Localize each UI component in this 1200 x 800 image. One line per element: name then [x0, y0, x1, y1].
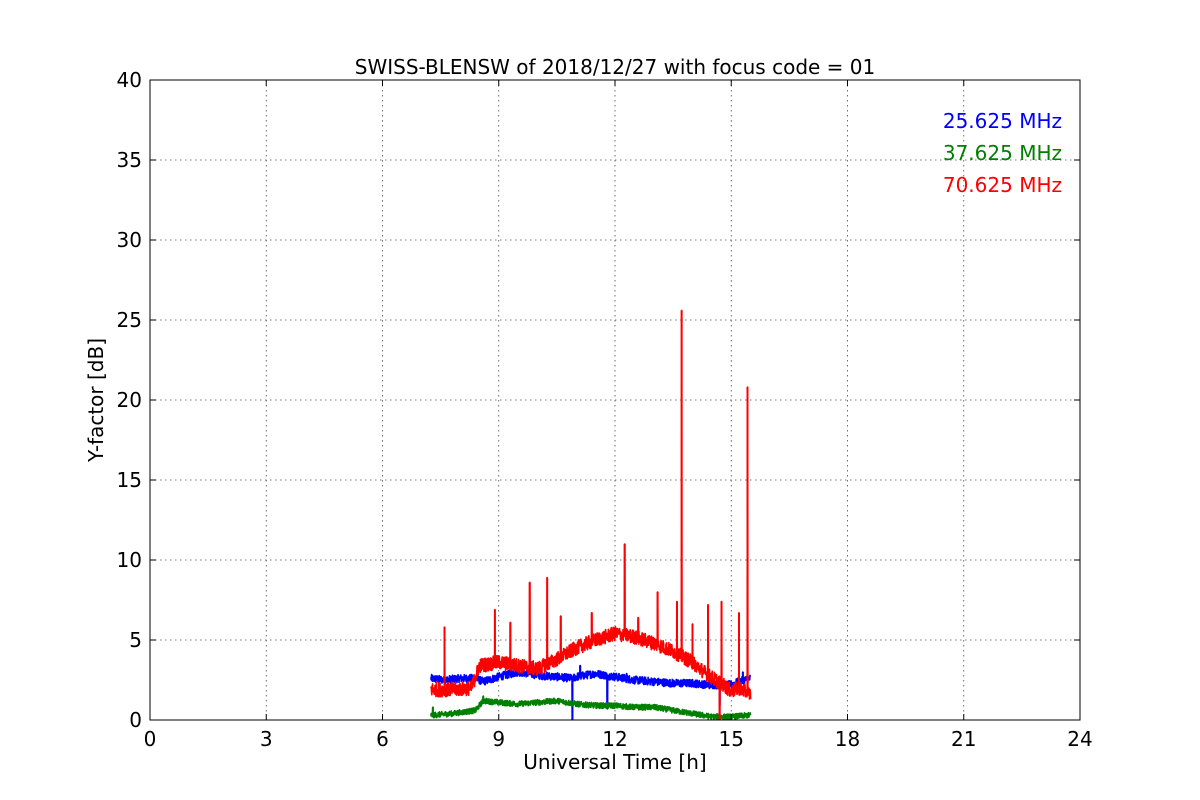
y-tick-label: 30: [117, 228, 142, 252]
x-tick-label: 21: [951, 727, 976, 751]
x-axis-label: Universal Time [h]: [523, 750, 706, 774]
y-tick-label: 5: [129, 628, 142, 652]
series-line: [430, 309, 752, 720]
x-tick-label: 18: [835, 727, 860, 751]
legend-entry: 37.625 MHz: [943, 141, 1062, 165]
y-tick-label: 0: [129, 708, 142, 732]
y-tick-label: 40: [117, 68, 142, 92]
legend: 25.625 MHz 37.625 MHz 70.625 MHz: [943, 109, 1062, 197]
x-tick-label: 12: [602, 727, 627, 751]
x-tick-label: 3: [260, 727, 273, 751]
series-70-625-mhz: [430, 309, 752, 720]
x-tick-label: 24: [1067, 727, 1092, 751]
plot-area: [430, 309, 752, 720]
x-tick-label: 0: [144, 727, 157, 751]
series-37-625-mhz: [430, 695, 752, 720]
legend-entry: 25.625 MHz: [943, 109, 1062, 133]
x-tick-label: 15: [719, 727, 744, 751]
chart-title: SWISS-BLENSW of 2018/12/27 with focus co…: [355, 55, 876, 79]
y-tick-label: 25: [117, 308, 142, 332]
ticks: [149, 79, 1081, 721]
series-line: [430, 695, 752, 720]
legend-entry: 70.625 MHz: [943, 173, 1062, 197]
x-tick-label: 9: [492, 727, 505, 751]
y-tick-label: 35: [117, 148, 142, 172]
y-tick-label: 15: [117, 468, 142, 492]
y-axis-label: Y-factor [dB]: [84, 338, 108, 463]
tick-labels: 0 3 6 9 12 15 18 21 24 0 5 10 15 20 25 30 35 40: [117, 68, 1093, 751]
grid: [150, 80, 1080, 720]
series-line: [430, 648, 752, 720]
y-tick-label: 20: [117, 388, 142, 412]
x-tick-label: 6: [376, 727, 389, 751]
y-tick-label: 10: [117, 548, 142, 572]
